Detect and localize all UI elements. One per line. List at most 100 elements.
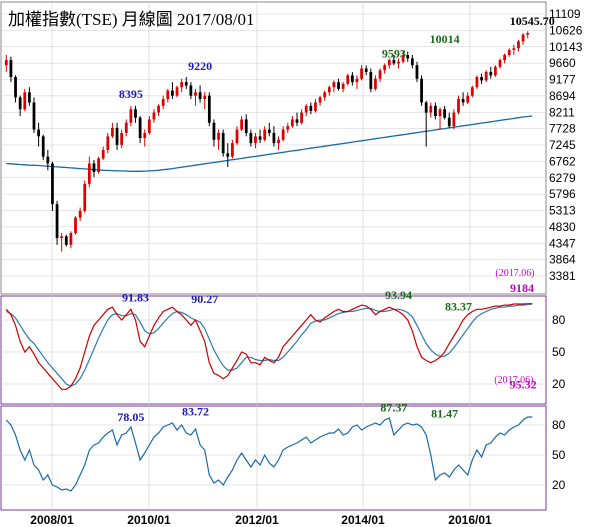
candle-body [180, 82, 184, 88]
candle-body [157, 105, 160, 113]
kd-annotation: 93.94 [385, 288, 412, 302]
kd-tick-label: 80 [552, 313, 566, 327]
candle-body [521, 34, 525, 42]
candle-body [143, 132, 147, 139]
price-tick-label: 7728 [549, 122, 576, 136]
x-tick-label: 2012/01 [235, 513, 279, 527]
candle-body [332, 82, 336, 88]
candle-body [457, 99, 460, 113]
candle-body [254, 136, 257, 144]
candle-body [369, 71, 373, 89]
candle-body [64, 236, 68, 245]
k-line [5, 303, 533, 390]
kd-tick-label: 50 [552, 345, 566, 359]
candle-body [74, 217, 77, 233]
candle-body [46, 156, 50, 164]
candle-body [512, 48, 516, 50]
candles [4, 31, 530, 252]
kd-annotation: 91.83 [122, 290, 149, 304]
candle-body [304, 105, 308, 113]
price-tick-label: 11109 [549, 7, 581, 21]
candle-body [217, 132, 220, 140]
price-tick-label: 10626 [549, 23, 583, 37]
chart-title: 加權指數(TSE) 月線圖 2017/08/01 [8, 10, 255, 29]
candle-body [346, 75, 350, 84]
candle-body [277, 139, 280, 144]
candle-body [466, 95, 470, 103]
candle-body [489, 71, 493, 76]
candle-body [258, 136, 262, 140]
candle-body [166, 90, 170, 100]
rsi-annotation: 83.72 [182, 404, 209, 418]
candle-body [240, 119, 244, 130]
grid [1, 2, 546, 510]
candle-body [281, 129, 285, 140]
candle-body [429, 105, 433, 113]
candle-body [23, 92, 27, 110]
candle-body [171, 90, 174, 96]
candle-body [309, 105, 313, 111]
candle-body [318, 97, 322, 103]
candle-body [87, 163, 91, 184]
candle-body [69, 232, 73, 245]
rsi-annotation: 81.47 [431, 407, 458, 421]
candle-body [378, 70, 382, 79]
candle-body [420, 78, 423, 103]
candle-body [51, 163, 54, 205]
candle-body [226, 153, 230, 157]
rsi-tick-label: 50 [552, 448, 566, 462]
candle-body [295, 119, 299, 123]
price-annotation: 9593 [382, 46, 406, 60]
candle-body [383, 65, 387, 71]
price-tick-label: 8211 [549, 105, 575, 119]
candle-body [507, 49, 511, 55]
candle-body [475, 77, 479, 88]
candle-body [249, 132, 253, 144]
candle-body [263, 129, 267, 140]
candle-body [364, 68, 368, 72]
x-tick-label: 2014/01 [341, 513, 385, 527]
candle-body [452, 112, 456, 127]
candle-body [134, 109, 137, 118]
candle-body [267, 129, 271, 133]
candle-body [37, 129, 40, 137]
candle-body [198, 92, 202, 100]
candle-body [415, 65, 419, 79]
candle-body [387, 60, 391, 66]
price-annotation: 10014 [430, 32, 460, 46]
candle-body [212, 122, 216, 140]
price-tick-label: 6279 [549, 171, 576, 185]
candle-body [480, 77, 483, 81]
candle-body [447, 117, 451, 127]
candle-body [4, 60, 8, 66]
candle-body [401, 54, 405, 62]
rsi-annotation: 87.37 [380, 401, 407, 415]
candle-body [392, 60, 396, 64]
candle-body [397, 61, 400, 64]
candle-body [175, 87, 179, 96]
candle-body [424, 102, 428, 113]
candle-body [410, 58, 414, 66]
candle-body [78, 210, 82, 218]
candle-body [27, 92, 31, 103]
candle-body [60, 236, 64, 239]
candle-body [484, 71, 488, 81]
kd-annotation: 90.27 [191, 292, 218, 306]
d-line [6, 303, 533, 387]
candle-body [443, 109, 447, 118]
candle-body [438, 109, 442, 117]
price-tick-label: 4347 [549, 236, 576, 250]
price-annotation: 8395 [119, 87, 143, 101]
candle-body [526, 33, 530, 35]
candle-body [147, 119, 151, 133]
candle-body [32, 102, 36, 130]
price-tick-label: 3381 [549, 269, 576, 283]
candle-body [207, 95, 211, 123]
candle-body [9, 60, 13, 78]
candle-body [498, 60, 502, 67]
x-axis-ticks: 2008/01 2010/01 2012/01 2014/01 2016/01 [30, 513, 492, 527]
candle-body [235, 129, 239, 144]
candle-body [55, 204, 59, 239]
rsi-annotation: 78.05 [117, 410, 144, 424]
candle-body [406, 54, 410, 59]
